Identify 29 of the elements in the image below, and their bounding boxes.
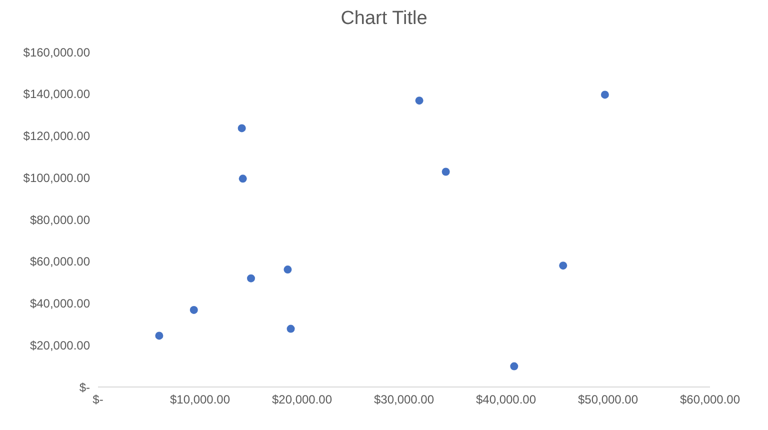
y-tick-label: $100,000.00	[23, 170, 90, 185]
x-tick-label: $50,000.00	[578, 392, 638, 407]
y-tick-label: $20,000.00	[30, 338, 90, 352]
point	[559, 262, 568, 270]
point	[286, 324, 295, 333]
point	[238, 124, 246, 132]
y-tick-label: $160,000.00	[23, 45, 90, 60]
point	[510, 362, 518, 370]
x-tick-label: $-	[92, 392, 104, 407]
point	[190, 306, 198, 314]
point	[415, 96, 424, 105]
x-tick-label: $30,000.00	[374, 392, 434, 407]
y-tick-label: $120,000.00	[23, 129, 90, 144]
y-tick-label: $-	[79, 380, 90, 394]
y-tick-label: $60,000.00	[30, 254, 90, 269]
x-tick-label: $40,000.00	[476, 392, 536, 407]
point	[238, 174, 247, 183]
y-tick-label: $140,000.00	[23, 87, 90, 102]
chart-title: Chart Title	[340, 8, 428, 31]
point	[284, 266, 292, 274]
x-tick-label: $60,000.00	[680, 392, 740, 407]
point	[600, 90, 609, 99]
point	[442, 168, 450, 176]
x-tick-label: $20,000.00	[272, 392, 332, 407]
point	[247, 274, 255, 282]
x-tick-label: $10,000.00	[170, 392, 230, 407]
point	[155, 332, 164, 340]
y-tick-label: $40,000.00	[30, 296, 90, 311]
y-tick-label: $80,000.00	[30, 212, 90, 227]
